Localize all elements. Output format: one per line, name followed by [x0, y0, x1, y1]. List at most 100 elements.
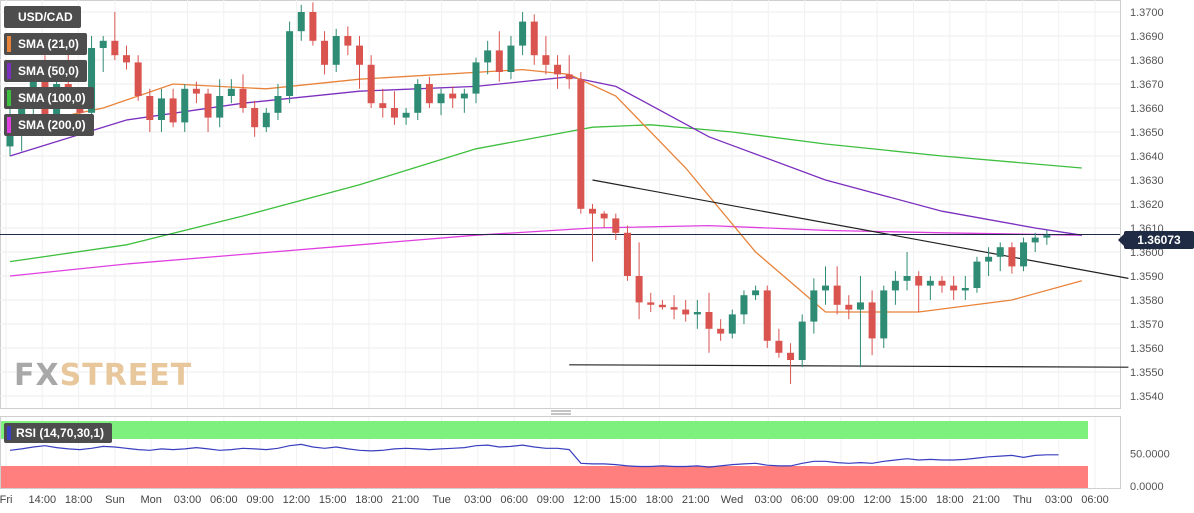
- candle-body: [985, 256, 993, 262]
- candle-body: [845, 304, 853, 310]
- rsi-oversold-band: [1, 466, 1088, 488]
- time-tick-label: 18:00: [65, 494, 93, 506]
- time-tick-label: 03:00: [755, 494, 783, 506]
- candle-body: [425, 84, 433, 104]
- price-tick-label: 1.3700: [1130, 7, 1164, 19]
- candle-body: [1020, 242, 1028, 267]
- time-tick-label: Fri: [0, 494, 12, 506]
- time-tick-label: 18:00: [355, 494, 383, 506]
- candle-body: [693, 312, 701, 315]
- candle-body: [973, 261, 981, 288]
- candle-body: [379, 103, 387, 108]
- rsi-overbought-band: [1, 421, 1088, 439]
- candle-body: [891, 280, 899, 291]
- candle-body: [1008, 247, 1016, 267]
- candle-body: [1043, 235, 1051, 238]
- candle-body: [239, 88, 247, 108]
- time-tick-label: 06:00: [1081, 494, 1109, 506]
- candle-body: [635, 276, 643, 303]
- candle-body: [262, 112, 270, 128]
- price-tick-label: 1.3640: [1130, 151, 1164, 163]
- rsi-line: [9, 443, 1059, 468]
- price-tick-label: 1.3650: [1130, 127, 1164, 139]
- candle-body: [670, 307, 678, 310]
- time-tick-label: Mon: [140, 494, 161, 506]
- time-tick-label: 15:00: [319, 494, 347, 506]
- legend-sma50[interactable]: SMA (50,0): [4, 60, 87, 82]
- time-tick-label: 21:00: [392, 494, 420, 506]
- candle-body: [763, 290, 771, 341]
- candle-body: [123, 55, 130, 63]
- price-tick-label: 1.3590: [1130, 271, 1164, 283]
- candle-body: [332, 36, 340, 65]
- time-tick-label: 21:00: [682, 494, 710, 506]
- candle-body: [623, 232, 631, 276]
- candle-body: [519, 21, 527, 46]
- sma21-line: [9, 68, 1082, 313]
- fxstreet-watermark: FXSTREET: [14, 358, 192, 393]
- candle-body: [740, 295, 748, 315]
- price-tick-label: 1.3570: [1130, 319, 1164, 331]
- candle-body: [507, 45, 515, 72]
- price-tick-label: 1.3550: [1130, 367, 1164, 379]
- candle-body: [6, 132, 14, 147]
- descending-trendline: [592, 179, 1129, 279]
- time-tick-label: 15:00: [900, 494, 928, 506]
- legend-sma100[interactable]: SMA (100,0): [4, 87, 94, 109]
- candle-body: [833, 285, 841, 305]
- time-tick-label: 09:00: [537, 494, 565, 506]
- time-tick-label: 18:00: [936, 494, 964, 506]
- legend-swatch: [7, 426, 11, 440]
- candle-body: [192, 88, 200, 94]
- candle-body: [274, 96, 282, 113]
- legend-sma200-label: SMA (200,0): [18, 118, 86, 132]
- time-tick-label: 12:00: [863, 494, 891, 506]
- candle-body: [204, 93, 212, 118]
- candle-body: [682, 309, 690, 315]
- candle-body: [402, 112, 410, 118]
- candle-body: [798, 321, 806, 360]
- sma200-line: [9, 224, 1082, 277]
- candle-body: [344, 36, 352, 46]
- candle-body: [810, 290, 818, 322]
- candle-body: [321, 40, 329, 65]
- time-tick-label: 12:00: [573, 494, 601, 506]
- watermark-fx: FX: [14, 358, 60, 393]
- legend-sma21-label: SMA (21,0): [18, 37, 79, 51]
- legend-sma200[interactable]: SMA (200,0): [4, 114, 94, 136]
- price-tick-label: 1.3620: [1130, 199, 1164, 211]
- sma100-line: [9, 124, 1082, 263]
- price-tick-label: 1.3580: [1130, 295, 1164, 307]
- candle-body: [600, 213, 608, 219]
- candle-body: [449, 93, 457, 99]
- candle-body: [647, 302, 655, 305]
- candle-body: [717, 328, 725, 334]
- rsi-legend[interactable]: RSI (14,70,30,1): [4, 423, 113, 443]
- time-tick-label: Sun: [105, 494, 125, 506]
- rsi-panel-border: [0, 416, 1121, 489]
- candle-body: [577, 79, 585, 209]
- candle-body: [460, 93, 468, 99]
- candle-body: [950, 285, 958, 291]
- legend-sma50-label: SMA (50,0): [18, 64, 79, 78]
- legend-symbol-label: USD/CAD: [18, 10, 73, 24]
- candle-body: [472, 62, 480, 94]
- price-tick-label: 1.3560: [1130, 343, 1164, 355]
- candle-body: [775, 340, 783, 353]
- candle-body: [728, 314, 736, 334]
- legend-swatch: [7, 117, 11, 133]
- candle-body: [1031, 237, 1039, 243]
- candle-body: [612, 218, 620, 233]
- candle-body: [554, 64, 562, 75]
- rsi-tick-label: 0.0000: [1130, 481, 1164, 493]
- legend-symbol[interactable]: USD/CAD: [4, 6, 81, 28]
- candle-body: [996, 247, 1004, 257]
- time-tick-label: 12:00: [283, 494, 311, 506]
- time-tick-label: 06:00: [500, 494, 528, 506]
- legend-sma21[interactable]: SMA (21,0): [4, 33, 87, 55]
- watermark-street: STREET: [59, 358, 193, 393]
- sma50-line: [9, 76, 1082, 236]
- price-tick-label: 1.3680: [1130, 55, 1164, 67]
- candle-body: [157, 98, 165, 120]
